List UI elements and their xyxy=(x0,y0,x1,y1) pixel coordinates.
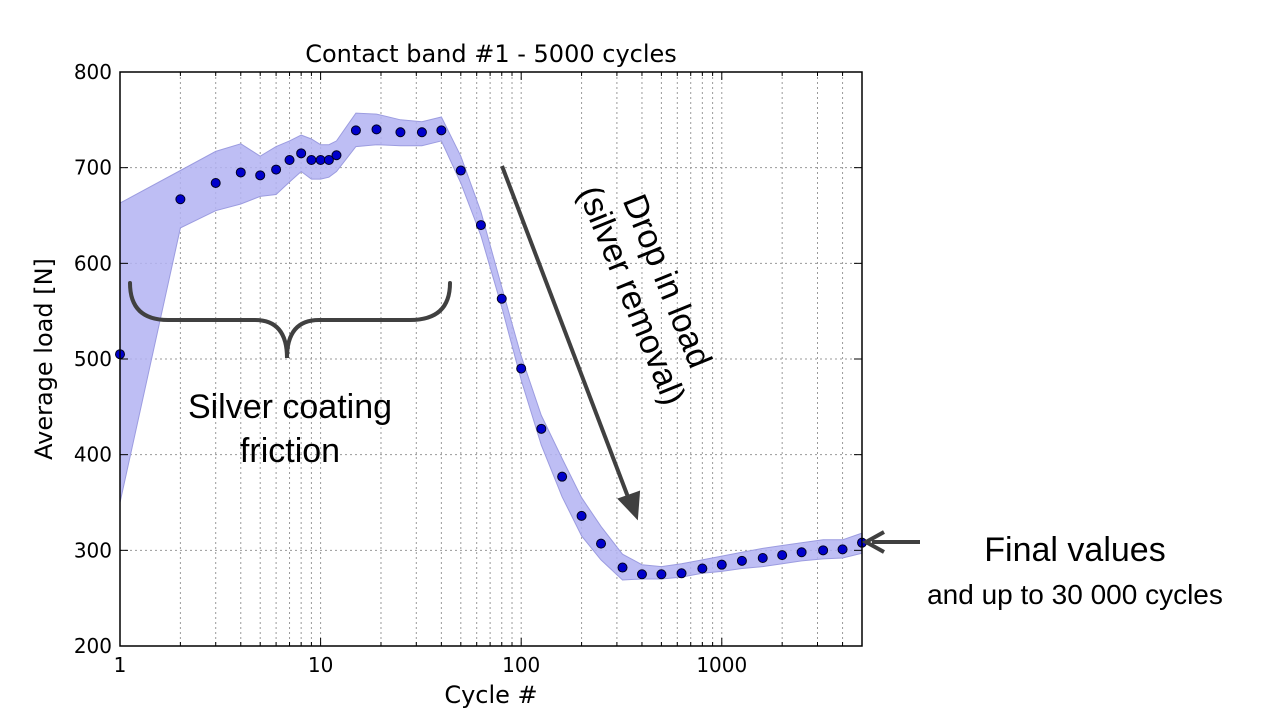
data-point xyxy=(516,363,527,374)
drop-label: Drop in load (silver removal) xyxy=(571,181,719,411)
y-tick-label: 700 xyxy=(74,156,112,180)
data-point xyxy=(496,293,507,304)
data-point xyxy=(656,569,667,580)
data-point xyxy=(676,568,687,579)
data-point xyxy=(175,194,186,205)
data-point xyxy=(296,148,307,159)
data-point xyxy=(716,559,727,570)
data-point xyxy=(796,547,807,558)
data-point xyxy=(284,155,295,166)
silver-friction-label: friction xyxy=(240,432,340,470)
data-point xyxy=(757,552,768,563)
x-axis-label: Cycle # xyxy=(444,681,537,709)
y-axis-label: Average load [N] xyxy=(30,258,58,460)
drop-arrow xyxy=(500,165,630,498)
data-point xyxy=(315,155,326,166)
x-tick-label: 10 xyxy=(308,653,333,677)
final-cycles-label: and up to 30 000 cycles xyxy=(927,579,1223,610)
data-point xyxy=(255,170,266,181)
data-point xyxy=(436,125,447,136)
error-band xyxy=(119,112,863,581)
data-points xyxy=(115,124,867,580)
y-tick-label: 600 xyxy=(74,251,112,275)
y-tick-label: 400 xyxy=(74,443,112,467)
data-point xyxy=(371,124,382,135)
data-point xyxy=(475,220,486,231)
y-tick-label: 500 xyxy=(74,347,112,371)
y-tick-label: 800 xyxy=(74,60,112,84)
data-point xyxy=(697,563,708,574)
data-point xyxy=(455,165,466,176)
data-point xyxy=(306,155,317,166)
drop-arrowhead-icon xyxy=(617,490,641,521)
final-arrowhead-icon xyxy=(861,530,885,554)
y-tick-label: 300 xyxy=(74,538,112,562)
axis-ticks: 1 10 100 1000 200 300 400 500 600 700 800 xyxy=(74,60,862,677)
data-point xyxy=(210,177,221,188)
data-point xyxy=(596,538,607,549)
data-point xyxy=(736,555,747,566)
final-values-label: Final values xyxy=(984,531,1165,569)
data-point xyxy=(536,423,547,434)
data-point xyxy=(331,150,342,161)
x-tick-label: 1000 xyxy=(696,653,747,677)
curly-brace-icon xyxy=(128,281,452,359)
data-point xyxy=(837,544,848,555)
chart-title: Contact band #1 - 5000 cycles xyxy=(305,40,677,68)
y-tick-label: 200 xyxy=(74,634,112,658)
data-point xyxy=(271,164,282,175)
data-point xyxy=(395,127,406,138)
data-point xyxy=(416,127,427,138)
silver-coating-label: Silver coating xyxy=(188,388,392,426)
x-tick-label: 100 xyxy=(502,653,540,677)
data-point xyxy=(617,562,628,573)
data-point xyxy=(636,569,647,580)
data-point xyxy=(235,167,246,178)
data-point xyxy=(350,125,361,136)
data-point xyxy=(557,471,568,482)
data-point xyxy=(576,510,587,521)
x-tick-label: 1 xyxy=(114,653,127,677)
data-point xyxy=(323,155,334,166)
data-point xyxy=(777,550,788,561)
data-point xyxy=(818,545,829,556)
